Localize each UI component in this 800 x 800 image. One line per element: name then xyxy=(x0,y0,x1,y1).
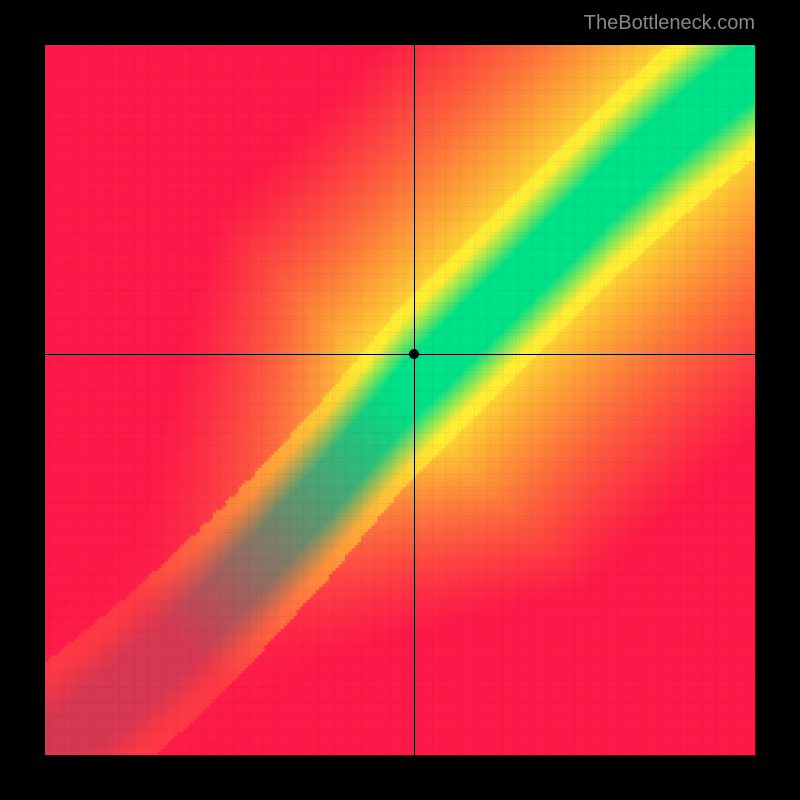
crosshair-vertical xyxy=(414,45,415,755)
watermark-text: TheBottleneck.com xyxy=(584,12,755,35)
crosshair-marker xyxy=(409,349,419,359)
heatmap-canvas xyxy=(45,45,755,755)
crosshair-horizontal xyxy=(45,354,755,355)
plot-area xyxy=(45,45,755,755)
